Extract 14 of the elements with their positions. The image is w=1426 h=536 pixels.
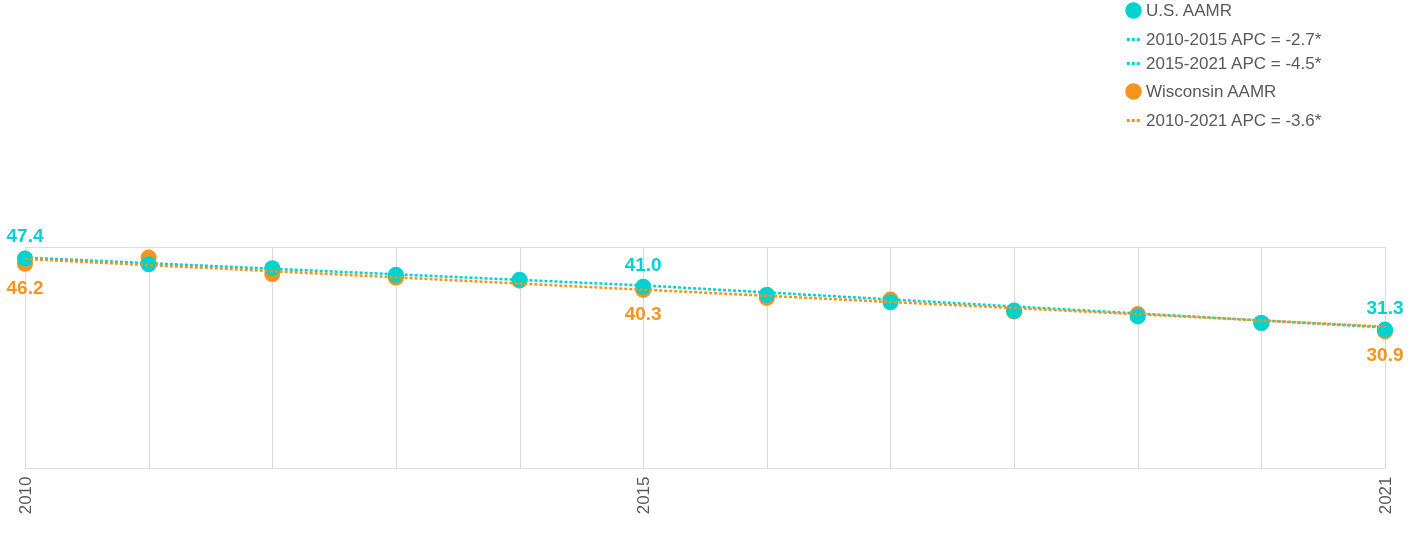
x-tick-label: 2015 (633, 476, 653, 515)
legend-label: U.S. AAMR (1146, 0, 1232, 20)
data-label: 40.3 (624, 302, 662, 324)
data-label: 47.4 (6, 225, 44, 247)
legend-label: Wisconsin AAMR (1146, 81, 1277, 101)
data-label: 31.3 (1366, 296, 1404, 318)
legend-label: 2010-2021 APC = -3.6* (1146, 110, 1322, 130)
legend-label: 2015-2021 APC = -4.5* (1146, 53, 1322, 73)
data-label: 30.9 (1366, 344, 1404, 366)
x-tick-label: 2010 (15, 476, 35, 515)
data-label: 46.2 (6, 276, 44, 298)
data-label: 41.0 (624, 253, 662, 275)
x-tick-label: 2021 (1375, 476, 1395, 515)
legend-label: 2010-2015 APC = -2.7* (1146, 29, 1322, 49)
